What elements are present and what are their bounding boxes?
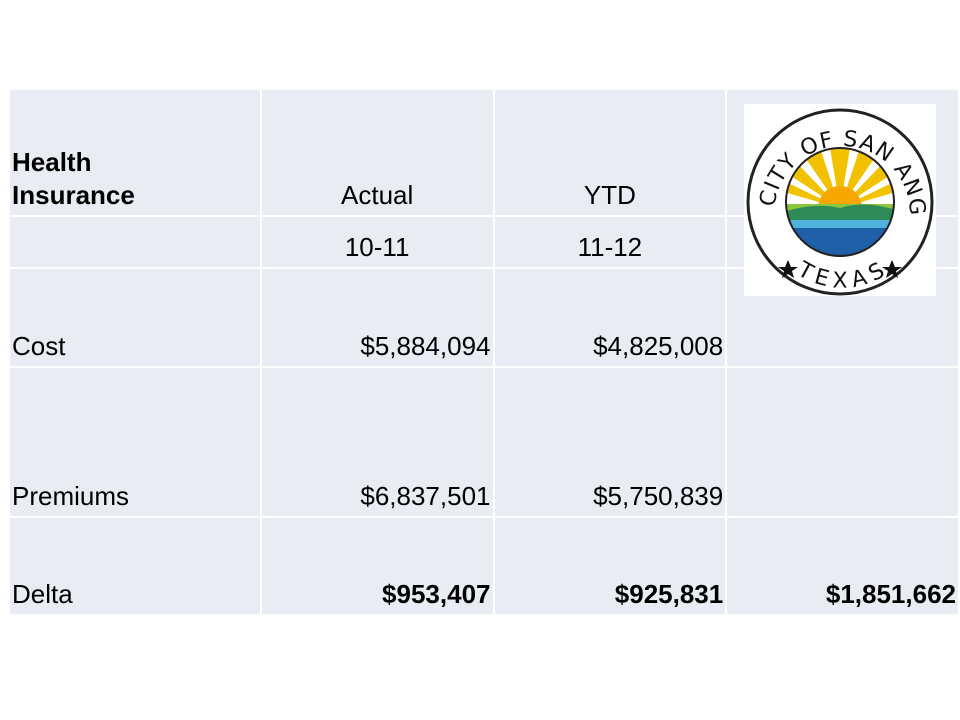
value-cell: $953,407 <box>259 516 495 616</box>
city-seal: THE CITY OF SAN ANGELO TEXAS <box>744 104 936 296</box>
row-header: Health Insurance <box>8 88 262 217</box>
period-cell: 11-12 <box>492 215 728 269</box>
header-cell: YTD <box>492 88 728 217</box>
value-cell: $6,837,501 <box>259 366 495 518</box>
header-cell: Health Insurance <box>12 147 135 210</box>
cell <box>725 366 960 518</box>
row-label: Premiums <box>8 366 262 518</box>
row-label: Delta <box>8 516 262 616</box>
value-cell: $5,884,094 <box>259 267 495 368</box>
value-cell: $5,750,839 <box>492 366 728 518</box>
header-cell: Actual <box>259 88 495 217</box>
value-cell: $4,825,008 <box>492 267 728 368</box>
cell <box>8 215 262 269</box>
period-cell: 10-11 <box>259 215 495 269</box>
value-cell: $925,831 <box>492 516 728 616</box>
total-cell: $1,851,662 <box>725 516 960 616</box>
row-label: Cost <box>8 267 262 368</box>
